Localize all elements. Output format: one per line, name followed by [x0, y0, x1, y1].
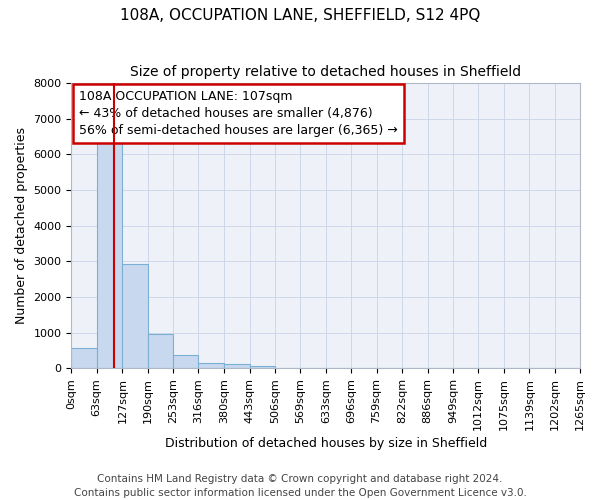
Y-axis label: Number of detached properties: Number of detached properties [15, 127, 28, 324]
Text: 108A OCCUPATION LANE: 107sqm
← 43% of detached houses are smaller (4,876)
56% of: 108A OCCUPATION LANE: 107sqm ← 43% of de… [79, 90, 398, 137]
X-axis label: Distribution of detached houses by size in Sheffield: Distribution of detached houses by size … [164, 437, 487, 450]
Bar [250, 366, 275, 368]
Bar [122, 264, 148, 368]
Bar [71, 348, 97, 368]
Text: 108A, OCCUPATION LANE, SHEFFIELD, S12 4PQ: 108A, OCCUPATION LANE, SHEFFIELD, S12 4P… [120, 8, 480, 22]
Bar [224, 364, 250, 368]
Bar [199, 363, 224, 368]
Bar [97, 140, 122, 368]
Title: Size of property relative to detached houses in Sheffield: Size of property relative to detached ho… [130, 65, 521, 79]
Text: Contains HM Land Registry data © Crown copyright and database right 2024.
Contai: Contains HM Land Registry data © Crown c… [74, 474, 526, 498]
Bar [173, 355, 199, 368]
Bar [148, 334, 173, 368]
